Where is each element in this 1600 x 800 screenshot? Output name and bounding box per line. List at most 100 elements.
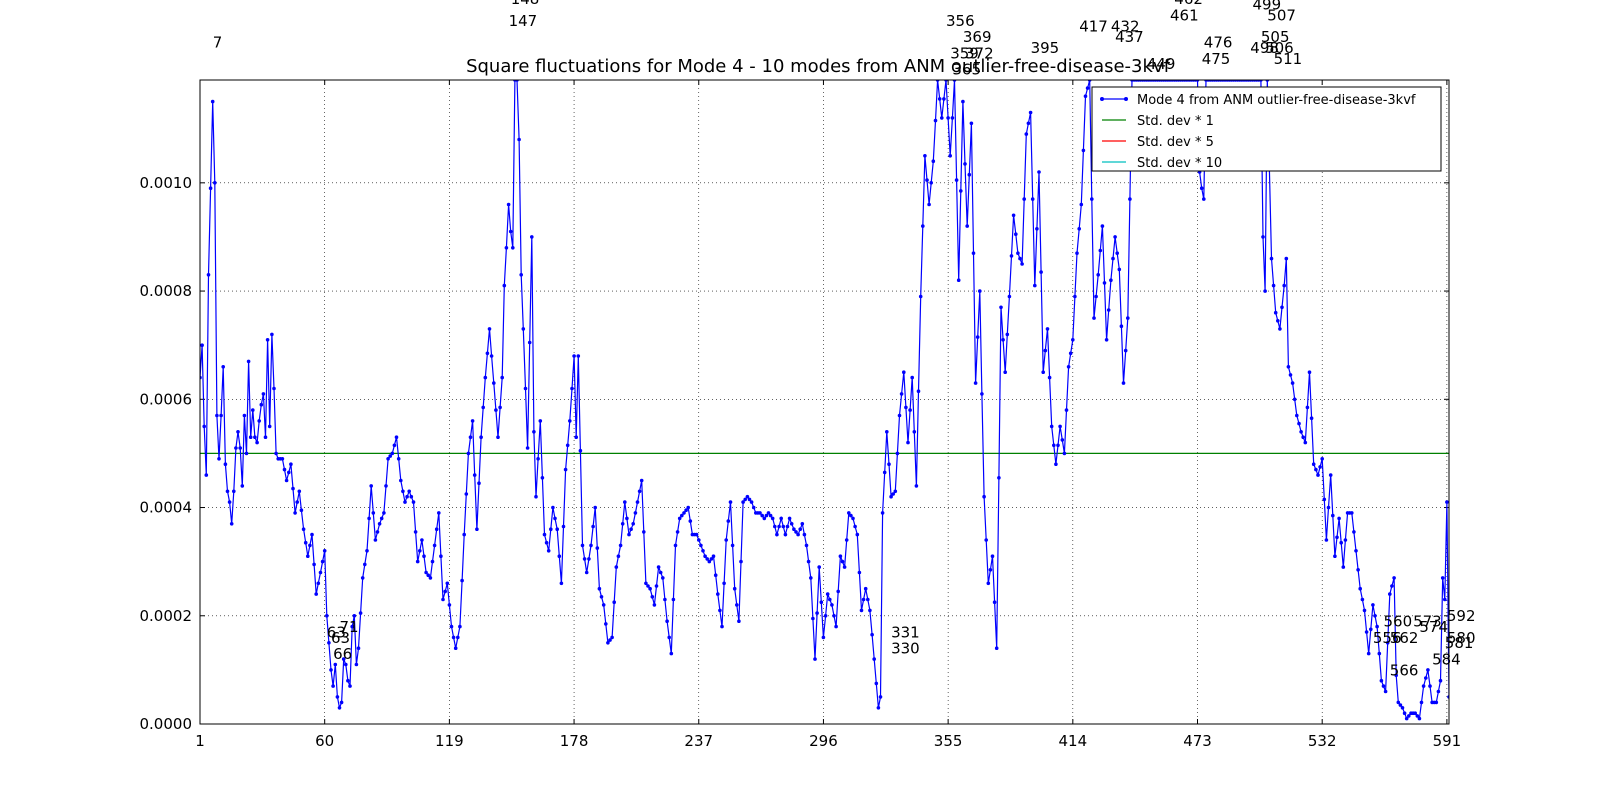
data-point bbox=[855, 532, 860, 537]
data-point bbox=[652, 603, 657, 607]
data-point bbox=[289, 462, 293, 467]
data-point bbox=[534, 494, 538, 499]
data-point bbox=[401, 489, 405, 494]
data-point bbox=[834, 624, 838, 629]
data-point bbox=[965, 224, 969, 228]
data-point bbox=[1282, 283, 1286, 288]
data-point bbox=[762, 516, 767, 521]
x-tick-label: 473 bbox=[1183, 732, 1212, 750]
data-point bbox=[857, 570, 862, 575]
data-point bbox=[969, 121, 974, 126]
data-point bbox=[1413, 711, 1417, 715]
legend-label: Std. dev * 1 bbox=[1137, 114, 1214, 129]
residue-label: 71 bbox=[340, 618, 359, 636]
data-point bbox=[379, 516, 384, 521]
data-point bbox=[352, 614, 357, 618]
data-point bbox=[472, 473, 477, 477]
data-point bbox=[722, 581, 726, 586]
data-point bbox=[1014, 232, 1018, 236]
data-point bbox=[519, 273, 523, 277]
data-point bbox=[544, 540, 549, 545]
residue-label: 432 bbox=[1111, 17, 1140, 35]
data-point bbox=[1311, 462, 1316, 467]
data-point bbox=[1115, 251, 1119, 255]
data-point bbox=[331, 684, 335, 688]
data-point bbox=[1273, 310, 1278, 315]
data-point bbox=[675, 530, 680, 534]
data-point bbox=[931, 159, 936, 163]
data-point bbox=[975, 335, 980, 339]
data-point bbox=[1392, 576, 1396, 580]
data-point bbox=[1047, 375, 1052, 380]
data-point bbox=[1373, 614, 1377, 618]
data-point bbox=[629, 527, 633, 531]
y-tick-label: 0.0000 bbox=[140, 715, 193, 733]
data-point bbox=[1106, 308, 1111, 312]
data-point bbox=[1295, 413, 1299, 418]
data-point bbox=[445, 581, 450, 586]
data-point bbox=[948, 154, 952, 158]
data-point bbox=[612, 600, 616, 604]
legend: Mode 4 from ANM outlier-free-disease-3kv… bbox=[1091, 86, 1442, 172]
residue-label: 507 bbox=[1267, 7, 1296, 25]
data-point bbox=[1360, 597, 1365, 602]
data-point bbox=[954, 178, 959, 182]
data-point bbox=[426, 573, 431, 577]
data-point bbox=[1417, 716, 1422, 721]
data-point bbox=[430, 559, 435, 564]
data-point bbox=[916, 389, 921, 394]
data-point bbox=[563, 467, 568, 472]
data-point bbox=[735, 603, 739, 607]
data-point bbox=[789, 522, 794, 526]
residue-label: 462 bbox=[1174, 0, 1203, 8]
data-point bbox=[1049, 424, 1054, 429]
data-point bbox=[967, 172, 972, 177]
data-point bbox=[297, 489, 302, 494]
data-point bbox=[267, 424, 272, 429]
data-point bbox=[880, 511, 885, 515]
data-point bbox=[726, 519, 731, 523]
data-point bbox=[282, 467, 287, 472]
data-point bbox=[1333, 554, 1337, 558]
x-tick-label: 296 bbox=[809, 732, 838, 750]
data-point bbox=[798, 527, 802, 531]
data-point bbox=[1003, 370, 1007, 375]
data-point bbox=[253, 435, 257, 440]
data-point bbox=[716, 592, 720, 596]
data-point bbox=[523, 386, 528, 391]
data-point bbox=[546, 549, 551, 553]
data-point bbox=[265, 338, 270, 342]
data-point bbox=[485, 351, 490, 356]
data-point bbox=[409, 494, 414, 499]
data-point bbox=[1111, 256, 1115, 261]
residue-label: 499 bbox=[1253, 0, 1282, 14]
data-point bbox=[741, 500, 745, 504]
data-point bbox=[238, 446, 242, 450]
data-point bbox=[1104, 338, 1109, 342]
residue-label: 562 bbox=[1390, 629, 1419, 647]
data-point bbox=[303, 540, 308, 545]
data-point bbox=[794, 530, 798, 534]
data-point bbox=[813, 657, 817, 661]
data-point bbox=[591, 524, 595, 529]
data-point bbox=[661, 576, 665, 580]
data-point bbox=[1426, 668, 1430, 672]
residue-label: 365 bbox=[952, 61, 981, 79]
data-point bbox=[299, 508, 304, 512]
data-point bbox=[354, 662, 359, 667]
data-point bbox=[1123, 348, 1128, 353]
data-point bbox=[961, 99, 965, 104]
data-point bbox=[940, 116, 944, 120]
data-point bbox=[371, 511, 376, 515]
data-point bbox=[927, 202, 931, 207]
data-point bbox=[407, 489, 412, 494]
data-point bbox=[1400, 706, 1405, 710]
data-point bbox=[1337, 516, 1341, 521]
data-point bbox=[542, 532, 547, 537]
data-point bbox=[728, 500, 733, 504]
data-point bbox=[508, 229, 513, 234]
data-point bbox=[973, 381, 978, 385]
data-point bbox=[1085, 86, 1090, 90]
legend-label: Std. dev * 10 bbox=[1137, 156, 1222, 171]
data-point bbox=[1024, 132, 1029, 136]
